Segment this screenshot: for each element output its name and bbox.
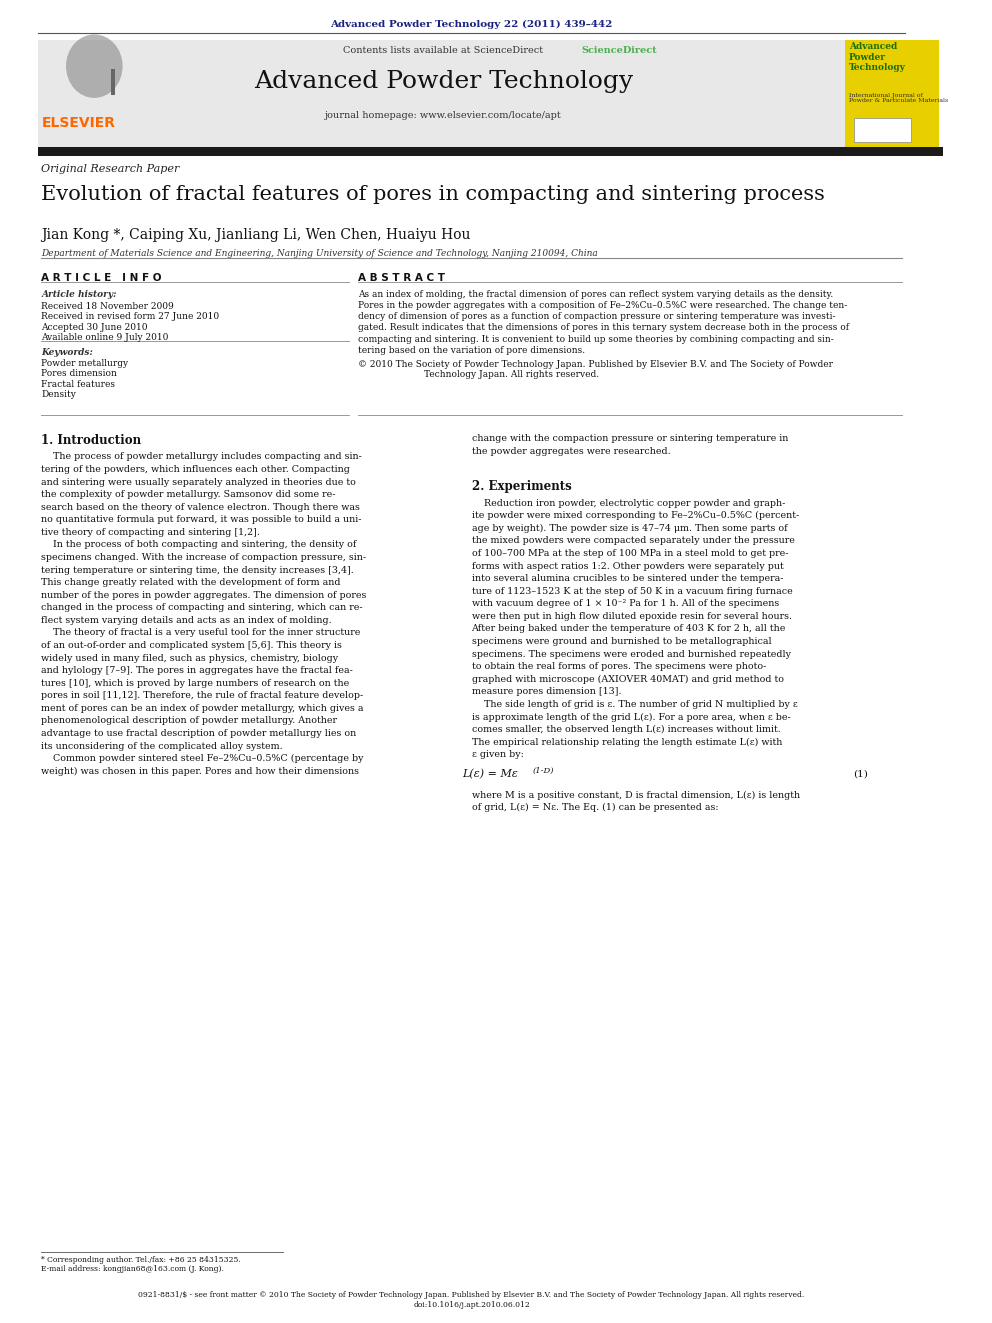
Text: age by weight). The powder size is 47–74 μm. Then some parts of: age by weight). The powder size is 47–74… <box>471 524 788 533</box>
Text: were then put in high flow diluted epoxide resin for several hours.: were then put in high flow diluted epoxi… <box>471 611 792 620</box>
Text: The empirical relationship relating the length estimate L(ε) with: The empirical relationship relating the … <box>471 737 782 746</box>
Text: doi:10.1016/j.apt.2010.06.012: doi:10.1016/j.apt.2010.06.012 <box>414 1301 530 1308</box>
Text: of an out-of-order and complicated system [5,6]. This theory is: of an out-of-order and complicated syste… <box>42 640 342 650</box>
Text: the powder aggregates were researched.: the powder aggregates were researched. <box>471 446 671 455</box>
Text: 1. Introduction: 1. Introduction <box>42 434 142 447</box>
Text: Common powder sintered steel Fe–2%Cu–0.5%C (percentage by: Common powder sintered steel Fe–2%Cu–0.5… <box>42 754 364 763</box>
Text: Article history:: Article history: <box>42 290 117 299</box>
FancyBboxPatch shape <box>38 40 845 148</box>
Text: Available online 9 July 2010: Available online 9 July 2010 <box>42 333 169 343</box>
Text: Department of Materials Science and Engineering, Nanjing University of Science a: Department of Materials Science and Engi… <box>42 249 598 258</box>
Text: ture of 1123–1523 K at the step of 50 K in a vacuum firing furnace: ture of 1123–1523 K at the step of 50 K … <box>471 586 793 595</box>
Text: Reduction iron powder, electrolytic copper powder and graph-: Reduction iron powder, electrolytic copp… <box>471 499 785 508</box>
Text: Received 18 November 2009: Received 18 November 2009 <box>42 302 175 311</box>
Text: Pores dimension: Pores dimension <box>42 369 117 378</box>
Text: Jian Kong *, Caiping Xu, Jianliang Li, Wen Chen, Huaiyu Hou: Jian Kong *, Caiping Xu, Jianliang Li, W… <box>42 228 471 242</box>
Bar <box>38 147 943 156</box>
Text: gated. Result indicates that the dimensions of pores in this ternary system decr: gated. Result indicates that the dimensi… <box>358 323 849 332</box>
Text: The process of powder metallurgy includes compacting and sin-: The process of powder metallurgy include… <box>42 452 362 462</box>
Text: International Journal of
Powder & Particulate Materials: International Journal of Powder & Partic… <box>849 93 948 103</box>
Text: © 2010 The Society of Powder Technology Japan. Published by Elsevier B.V. and Th: © 2010 The Society of Powder Technology … <box>358 360 833 369</box>
Text: comes smaller, the observed length L(ε) increases without limit.: comes smaller, the observed length L(ε) … <box>471 725 781 734</box>
Text: where M is a positive constant, D is fractal dimension, L(ε) is length: where M is a positive constant, D is fra… <box>471 790 800 799</box>
Text: 2. Experiments: 2. Experiments <box>471 480 571 493</box>
Text: into several alumina crucibles to be sintered under the tempera-: into several alumina crucibles to be sin… <box>471 574 783 583</box>
Text: the complexity of powder metallurgy. Samsonov did some re-: the complexity of powder metallurgy. Sam… <box>42 490 336 499</box>
Text: tive theory of compacting and sintering [1,2].: tive theory of compacting and sintering … <box>42 528 260 537</box>
Text: Evolution of fractal features of pores in compacting and sintering process: Evolution of fractal features of pores i… <box>42 185 825 204</box>
Text: E-mail address: kongjian68@163.com (J. Kong).: E-mail address: kongjian68@163.com (J. K… <box>42 1265 224 1273</box>
Text: (1-D): (1-D) <box>533 766 555 775</box>
Text: Technology Japan. All rights reserved.: Technology Japan. All rights reserved. <box>425 370 599 380</box>
Text: A R T I C L E   I N F O: A R T I C L E I N F O <box>42 273 162 283</box>
Text: tering of the powders, which influences each other. Compacting: tering of the powders, which influences … <box>42 464 350 474</box>
Text: and hylology [7–9]. The pores in aggregates have the fractal fea-: and hylology [7–9]. The pores in aggrega… <box>42 665 353 675</box>
Text: tures [10], which is proved by large numbers of research on the: tures [10], which is proved by large num… <box>42 679 350 688</box>
Text: forms with aspect ratios 1:2. Other powders were separately put: forms with aspect ratios 1:2. Other powd… <box>471 561 784 570</box>
Text: the mixed powders were compacted separately under the pressure: the mixed powders were compacted separat… <box>471 536 795 545</box>
Text: no quantitative formula put forward, it was possible to build a uni-: no quantitative formula put forward, it … <box>42 515 362 524</box>
Text: Contents lists available at ScienceDirect: Contents lists available at ScienceDirec… <box>343 46 544 56</box>
Text: ε given by:: ε given by: <box>471 750 524 759</box>
Text: measure pores dimension [13].: measure pores dimension [13]. <box>471 687 621 696</box>
Text: search based on the theory of valence electron. Though there was: search based on the theory of valence el… <box>42 503 360 512</box>
Text: 0921-8831/$ - see front matter © 2010 The Society of Powder Technology Japan. Pu: 0921-8831/$ - see front matter © 2010 Th… <box>139 1291 805 1299</box>
Text: to obtain the real forms of pores. The specimens were photo-: to obtain the real forms of pores. The s… <box>471 662 766 671</box>
Ellipse shape <box>66 34 123 98</box>
Text: After being baked under the temperature of 403 K for 2 h, all the: After being baked under the temperature … <box>471 624 786 634</box>
Text: weight) was chosen in this paper. Pores and how their dimensions: weight) was chosen in this paper. Pores … <box>42 766 359 775</box>
Text: number of the pores in powder aggregates. The dimension of pores: number of the pores in powder aggregates… <box>42 590 367 599</box>
Text: widely used in many filed, such as physics, chemistry, biology: widely used in many filed, such as physi… <box>42 654 338 663</box>
Text: ELSEVIER: ELSEVIER <box>42 116 115 131</box>
Text: and sintering were usually separately analyzed in theories due to: and sintering were usually separately an… <box>42 478 356 487</box>
FancyBboxPatch shape <box>854 118 911 142</box>
Text: Advanced Powder Technology: Advanced Powder Technology <box>254 70 633 93</box>
Text: flect system varying details and acts as an index of molding.: flect system varying details and acts as… <box>42 615 332 624</box>
Text: change with the compaction pressure or sintering temperature in: change with the compaction pressure or s… <box>471 434 788 443</box>
Text: tering based on the variation of pore dimensions.: tering based on the variation of pore di… <box>358 345 585 355</box>
Text: dency of dimension of pores as a function of compaction pressure or sintering te: dency of dimension of pores as a functio… <box>358 312 836 321</box>
Text: is approximate length of the grid L(ε). For a pore area, when ε be-: is approximate length of the grid L(ε). … <box>471 712 791 721</box>
Text: with vacuum degree of 1 × 10⁻² Pa for 1 h. All of the specimens: with vacuum degree of 1 × 10⁻² Pa for 1 … <box>471 599 779 609</box>
Text: Advanced Powder Technology 22 (2011) 439–442: Advanced Powder Technology 22 (2011) 439… <box>330 20 613 29</box>
Text: A B S T R A C T: A B S T R A C T <box>358 273 445 283</box>
Text: The side length of grid is ε. The number of grid N multiplied by ε: The side length of grid is ε. The number… <box>471 700 798 709</box>
Text: Keywords:: Keywords: <box>42 348 93 357</box>
Text: ScienceDirect: ScienceDirect <box>581 46 657 56</box>
Text: Density: Density <box>42 390 76 400</box>
Text: The theory of fractal is a very useful tool for the inner structure: The theory of fractal is a very useful t… <box>42 628 361 638</box>
Text: pores in soil [11,12]. Therefore, the rule of fractal feature develop-: pores in soil [11,12]. Therefore, the ru… <box>42 691 364 700</box>
Text: specimens changed. With the increase of compaction pressure, sin-: specimens changed. With the increase of … <box>42 553 367 562</box>
Text: compacting and sintering. It is convenient to build up some theories by combinin: compacting and sintering. It is convenie… <box>358 335 834 344</box>
Text: Fractal features: Fractal features <box>42 380 115 389</box>
Text: (1): (1) <box>853 769 868 778</box>
Text: Powder metallurgy: Powder metallurgy <box>42 359 129 368</box>
Text: In the process of both compacting and sintering, the density of: In the process of both compacting and si… <box>42 540 357 549</box>
Text: ment of pores can be an index of powder metallurgy, which gives a: ment of pores can be an index of powder … <box>42 704 364 713</box>
Text: journal homepage: www.elsevier.com/locate/apt: journal homepage: www.elsevier.com/locat… <box>325 111 561 120</box>
Text: * Corresponding author. Tel./fax: +86 25 84315325.: * Corresponding author. Tel./fax: +86 25… <box>42 1256 241 1263</box>
FancyBboxPatch shape <box>845 40 939 148</box>
Text: ite powder were mixed corresponding to Fe–2%Cu–0.5%C (percent-: ite powder were mixed corresponding to F… <box>471 511 799 520</box>
Text: of grid, L(ε) = Nε. The Eq. (1) can be presented as:: of grid, L(ε) = Nε. The Eq. (1) can be p… <box>471 803 718 812</box>
Text: phenomenological description of powder metallurgy. Another: phenomenological description of powder m… <box>42 716 337 725</box>
Text: changed in the process of compacting and sintering, which can re-: changed in the process of compacting and… <box>42 603 363 613</box>
Text: Original Research Paper: Original Research Paper <box>42 164 180 175</box>
Text: As an index of molding, the fractal dimension of pores can reflect system varyin: As an index of molding, the fractal dime… <box>358 290 833 299</box>
Text: Accepted 30 June 2010: Accepted 30 June 2010 <box>42 323 148 332</box>
Text: Received in revised form 27 June 2010: Received in revised form 27 June 2010 <box>42 312 219 321</box>
Text: Pores in the powder aggregates with a composition of Fe–2%Cu–0.5%C were research: Pores in the powder aggregates with a co… <box>358 300 847 310</box>
Text: Advanced
Powder
Technology: Advanced Powder Technology <box>849 42 906 73</box>
Text: of 100–700 MPa at the step of 100 MPa in a steel mold to get pre-: of 100–700 MPa at the step of 100 MPa in… <box>471 549 788 558</box>
Text: tering temperature or sintering time, the density increases [3,4].: tering temperature or sintering time, th… <box>42 565 354 574</box>
Text: L(ε) = Mε: L(ε) = Mε <box>462 769 519 779</box>
FancyBboxPatch shape <box>38 40 188 148</box>
Text: specimens were ground and burnished to be metallographical: specimens were ground and burnished to b… <box>471 636 771 646</box>
Bar <box>111 69 115 95</box>
Text: advantage to use fractal description of powder metallurgy lies on: advantage to use fractal description of … <box>42 729 357 738</box>
Text: specimens. The specimens were eroded and burnished repeatedly: specimens. The specimens were eroded and… <box>471 650 791 659</box>
Text: graphed with microscope (AXIOVER 40MAT) and grid method to: graphed with microscope (AXIOVER 40MAT) … <box>471 675 784 684</box>
Text: its unconsidering of the complicated alloy system.: its unconsidering of the complicated all… <box>42 741 283 750</box>
Text: This change greatly related with the development of form and: This change greatly related with the dev… <box>42 578 341 587</box>
